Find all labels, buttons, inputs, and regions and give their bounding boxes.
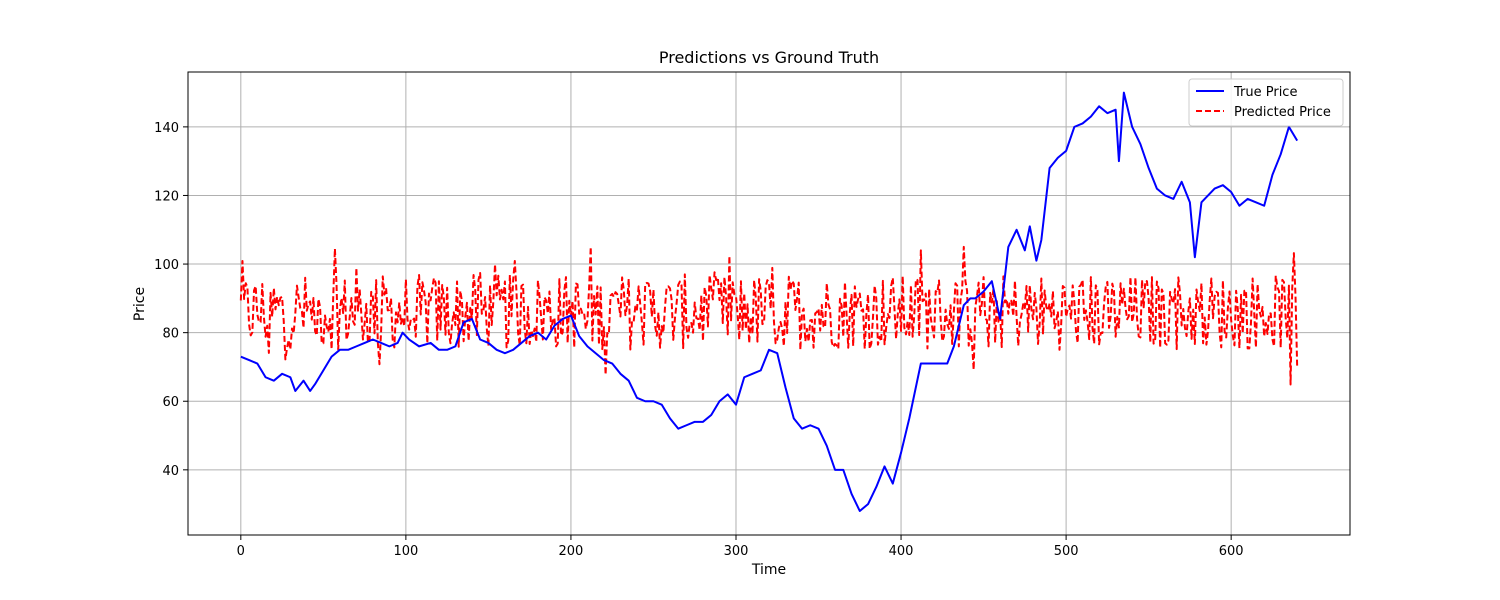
legend-box bbox=[1188, 78, 1344, 127]
legend-label-true-price: True Price bbox=[1233, 85, 1297, 100]
x-tick-label: 100 bbox=[393, 544, 418, 559]
y-tick-label: 40 bbox=[162, 464, 179, 479]
x-tick-label: 0 bbox=[237, 544, 245, 559]
x-axis-label: Time bbox=[751, 562, 786, 578]
series-line-true-price bbox=[240, 91, 1299, 512]
y-axis-label: Price bbox=[132, 287, 148, 321]
x-tick-label: 200 bbox=[559, 544, 584, 559]
series-line-predicted-price bbox=[239, 245, 1299, 386]
y-tick-label: 60 bbox=[162, 395, 179, 410]
x-tick-label: 400 bbox=[889, 544, 914, 559]
x-axis-ticks: 0 100 200 300 400 500 600 bbox=[237, 535, 1244, 559]
y-tick-label: 100 bbox=[154, 258, 179, 273]
y-axis-ticks: 40 60 80 100 120 140 bbox=[154, 121, 188, 479]
x-tick-label: 500 bbox=[1054, 544, 1079, 559]
grid bbox=[188, 72, 1350, 535]
y-tick-label: 80 bbox=[162, 327, 179, 342]
y-tick-label: 120 bbox=[154, 189, 179, 204]
x-tick-label: 600 bbox=[1219, 544, 1244, 559]
legend-label-predicted-price: Predicted Price bbox=[1234, 105, 1331, 120]
plot-frame bbox=[187, 71, 1351, 536]
x-tick-label: 300 bbox=[724, 544, 749, 559]
chart-title: Predictions vs Ground Truth bbox=[659, 48, 879, 67]
y-tick-label: 140 bbox=[154, 121, 179, 136]
legend: True Price Predicted Price bbox=[1188, 78, 1344, 127]
